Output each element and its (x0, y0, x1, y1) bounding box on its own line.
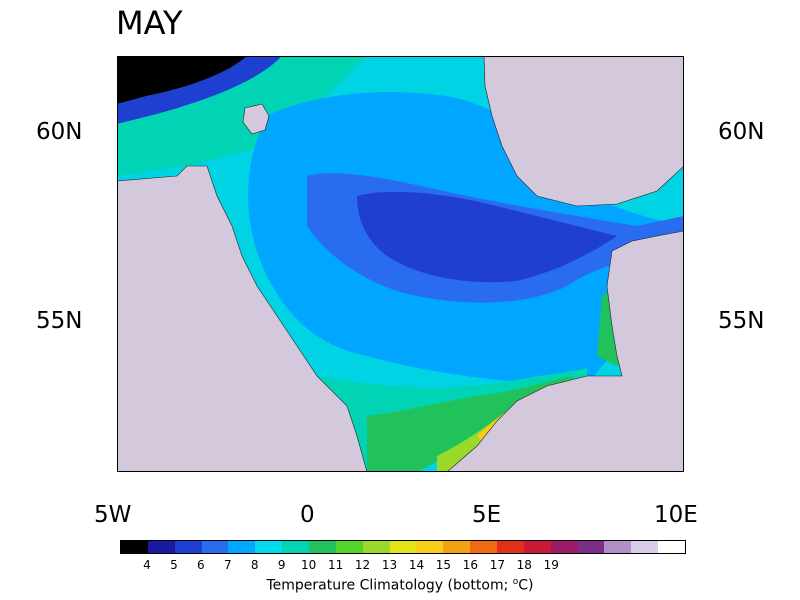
colorbar-swatch (604, 541, 632, 553)
lon-label-10e: 10E (654, 502, 698, 528)
colorbar-tick-label: 9 (277, 558, 286, 572)
colorbar-swatch (550, 541, 578, 553)
colorbar-title-unit: C) (518, 577, 534, 594)
colorbar-swatch (470, 541, 498, 553)
colorbar-swatch (255, 541, 283, 553)
colorbar-tick-label: 15 (435, 558, 452, 572)
colorbar-swatch (523, 541, 551, 553)
lat-label-55n-right: 55N (718, 308, 765, 334)
lat-label-55n-left: 55N (36, 308, 83, 334)
lon-label-5e: 5E (472, 502, 502, 528)
deep-water-nw (117, 56, 247, 104)
colorbar-tick-label: 13 (381, 558, 398, 572)
colorbar-swatch (174, 541, 202, 553)
colorbar-tick-label: 5 (170, 558, 178, 572)
map-title: MAY (116, 4, 183, 42)
map-border (117, 56, 684, 472)
colorbar-tick-label: 10 (301, 558, 317, 572)
lat-label-60n-right: 60N (718, 119, 765, 145)
colorbar-swatch (201, 541, 229, 553)
colorbar-swatch (577, 541, 605, 553)
colorbar-swatch (443, 541, 471, 553)
colorbar-tick-label: 18 (516, 558, 532, 572)
colorbar-swatch (416, 541, 444, 553)
colorbar-swatch (282, 541, 310, 553)
colorbar-tick-label: 12 (354, 558, 371, 572)
colorbar-swatch (362, 541, 390, 553)
colorbar-swatch (631, 541, 659, 553)
colorbar-swatch (497, 541, 524, 553)
lat-label-60n-left: 60N (36, 119, 83, 145)
cold-band-nw (117, 56, 282, 124)
colorbar-tick-label: 6 (197, 558, 205, 572)
lon-label-0: 0 (300, 502, 315, 528)
colorbar-tick-label: 8 (250, 558, 259, 572)
colorbar-tick-label: 7 (223, 558, 232, 572)
colorbar-ticks: 4 5 6 7 8 9 10 11 12 13 14 15 16 17 18 19 (120, 558, 686, 574)
colorbar-title-main: Temperature Climatology (bottom; (266, 577, 513, 594)
lon-label-5w: 5W (94, 502, 132, 528)
colorbar-swatch (228, 541, 256, 553)
colorbar-swatch (147, 541, 175, 553)
colorbar-tick-label: 11 (327, 558, 344, 572)
map-panel (116, 55, 685, 473)
land-great-britain (116, 165, 368, 473)
colorbar-title-degree: o (512, 577, 519, 587)
colorbar-tick-label: 19 (543, 558, 559, 572)
colorbar-tick-label: 17 (489, 558, 505, 572)
colorbar-tick-label: 16 (462, 558, 479, 572)
colorbar-swatch (335, 541, 363, 553)
colorbar-swatch (309, 541, 336, 553)
colorbar-tick-label: 14 (408, 558, 425, 572)
colorbar (120, 540, 686, 554)
colorbar-swatch (389, 541, 417, 553)
land-shetland (242, 103, 270, 135)
colorbar-swatch (658, 541, 686, 553)
colorbar-title: Temperature Climatology (bottom; oC) (0, 577, 800, 594)
colorbar-swatch (121, 541, 148, 553)
temperature-map (116, 55, 685, 473)
bottom-temp-5c-zone (357, 191, 617, 283)
shelf-green-nw (117, 56, 367, 176)
colorbar-tick-label: 4 (143, 558, 151, 572)
land-continent (446, 230, 685, 473)
